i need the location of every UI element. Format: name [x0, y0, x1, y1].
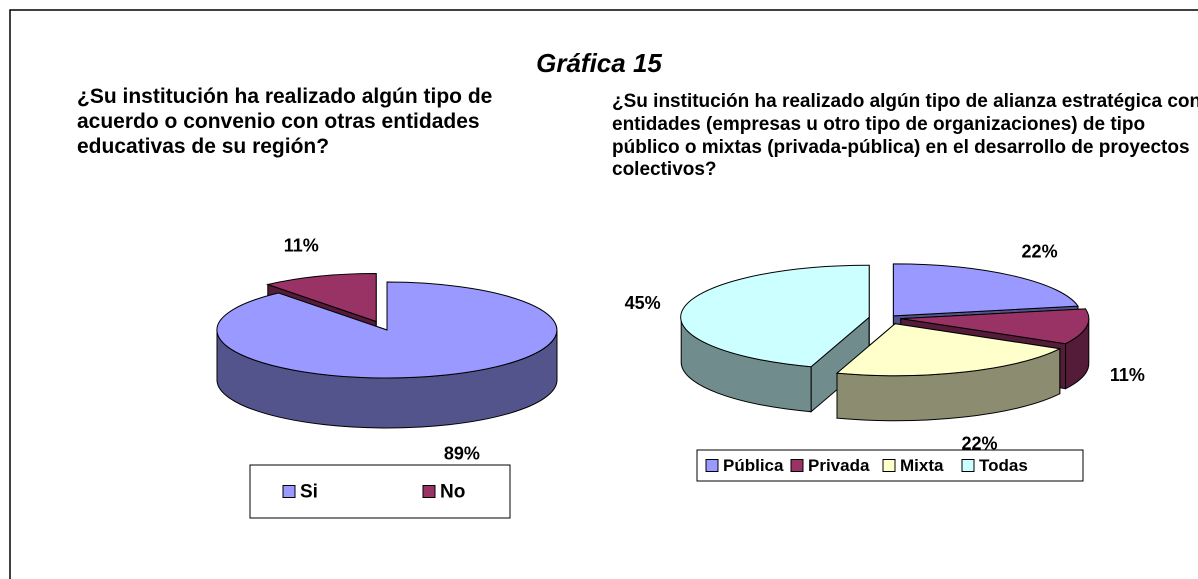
data-label: 45% — [625, 293, 661, 313]
pie: 89% 11% — [216, 236, 558, 463]
legend-label: Todas — [979, 456, 1028, 475]
slice — [265, 272, 377, 323]
data-label: 11% — [1110, 365, 1145, 385]
legend-label: Mixta — [900, 456, 944, 475]
legend-swatch — [882, 459, 896, 472]
legend-swatch — [422, 485, 436, 498]
slice — [680, 264, 870, 368]
slice — [216, 281, 558, 379]
main-title: Gráfica 15 — [536, 48, 662, 78]
data-label: 11% — [284, 236, 319, 256]
slice — [835, 323, 1062, 377]
frame — [9, 9, 1198, 579]
chart-title: ¿Su institución ha realizado algún tipo … — [612, 91, 1198, 181]
legend-swatch — [790, 459, 804, 472]
data-label: 89% — [444, 443, 480, 463]
pie: 22% 11% 22% 45% — [625, 242, 1145, 454]
legend-label: Privada — [808, 456, 870, 475]
data-label: 22% — [1022, 242, 1058, 262]
legend-swatch — [705, 459, 719, 472]
data-label: 22% — [962, 433, 998, 453]
legend-swatch — [282, 485, 296, 498]
chart-title: ¿Su institución ha realizado algún tipo … — [77, 85, 493, 159]
slice — [900, 308, 1090, 345]
slice — [892, 263, 1079, 317]
legend-label: Si — [300, 482, 318, 503]
legend-label: Pública — [723, 456, 784, 475]
legend-label: No — [440, 482, 465, 503]
legend-swatch — [961, 459, 975, 472]
